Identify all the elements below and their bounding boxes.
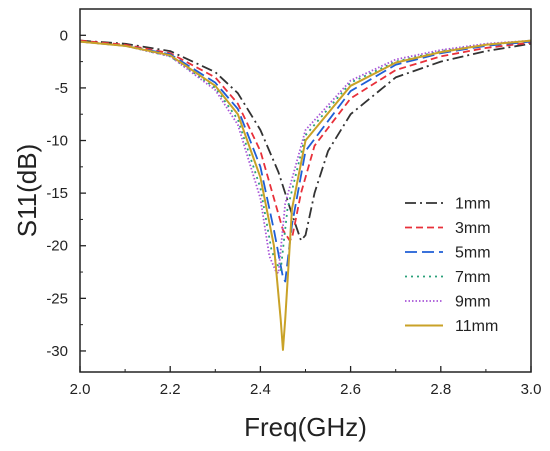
legend-label-9mm: 9mm — [455, 294, 491, 311]
series-line-9mm — [80, 39, 531, 275]
y-tick-label: -15 — [46, 185, 68, 202]
y-axis-title: S11(dB) — [12, 144, 42, 237]
series-layer — [80, 39, 531, 351]
x-tick-label: 2.8 — [430, 381, 451, 398]
legend-label-1mm: 1mm — [455, 196, 491, 213]
series-line-11mm — [80, 39, 531, 351]
x-axis-title: Freq(GHz) — [244, 412, 367, 442]
x-tick-label: 2.0 — [70, 381, 91, 398]
x-tick-label: 2.2 — [160, 381, 181, 398]
y-tick-label: -20 — [46, 238, 68, 255]
x-axis: 2.0 2.2 2.4 2.6 2.8 3.0 — [70, 366, 542, 398]
y-axis: 0 -5 -10 -15 -20 -25 -30 — [46, 27, 86, 360]
y-tick-label: -10 — [46, 133, 68, 150]
legend-label-7mm: 7mm — [455, 269, 491, 286]
y-tick-label: -25 — [46, 290, 68, 307]
y-tick-label: -30 — [46, 343, 68, 360]
legend: 1mm 3mm 5mm 7mm 9mm 11mm — [405, 196, 498, 335]
legend-label-11mm: 11mm — [455, 318, 498, 335]
x-tick-label: 2.4 — [250, 381, 271, 398]
x-tick-label: 2.6 — [340, 381, 361, 398]
x-tick-label: 3.0 — [521, 381, 542, 398]
legend-label-3mm: 3mm — [455, 220, 491, 237]
y-tick-label: 0 — [60, 27, 68, 44]
legend-label-5mm: 5mm — [455, 245, 491, 262]
y-tick-label: -5 — [55, 80, 68, 97]
